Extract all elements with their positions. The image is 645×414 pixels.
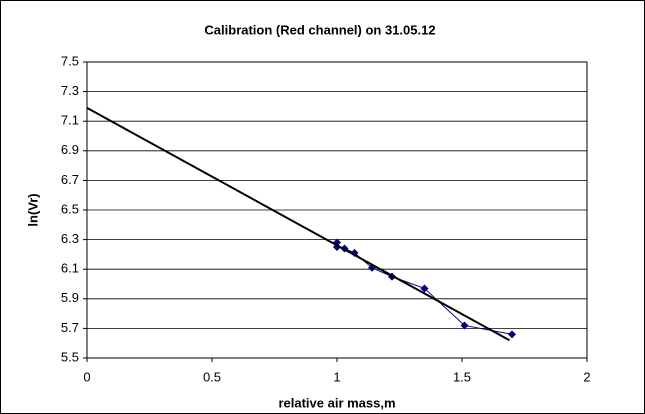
y-tick-label: 7.3	[61, 83, 79, 98]
y-axis-label: ln(Vr)	[25, 193, 40, 226]
x-tick-label: 0	[83, 369, 90, 384]
chart-title: Calibration (Red channel) on 31.05.12	[204, 22, 435, 37]
y-tick-label: 7.1	[61, 113, 79, 128]
y-tick-label: 6.3	[61, 231, 79, 246]
data-point	[350, 248, 359, 257]
trend-line	[86, 107, 510, 342]
x-tick-label: 1	[333, 369, 340, 384]
x-tick-label: 0.5	[203, 369, 221, 384]
y-tick-label: 7.5	[61, 53, 79, 68]
y-tick-label: 5.9	[61, 290, 79, 305]
y-tick-label: 5.7	[61, 320, 79, 335]
y-tick-label: 6.1	[61, 261, 79, 276]
y-tick-label: 5.5	[61, 349, 79, 364]
data-point	[420, 284, 429, 293]
data-point	[460, 321, 469, 330]
x-tick-label: 1.5	[453, 369, 471, 384]
y-tick-label: 6.9	[61, 142, 79, 157]
plot-area	[86, 61, 588, 359]
x-tick-label: 2	[583, 369, 590, 384]
x-axis-label: relative air mass,m	[278, 395, 395, 410]
data-point	[508, 330, 516, 339]
y-tick-label: 6.7	[61, 172, 79, 187]
y-tick-label: 6.5	[61, 201, 79, 216]
